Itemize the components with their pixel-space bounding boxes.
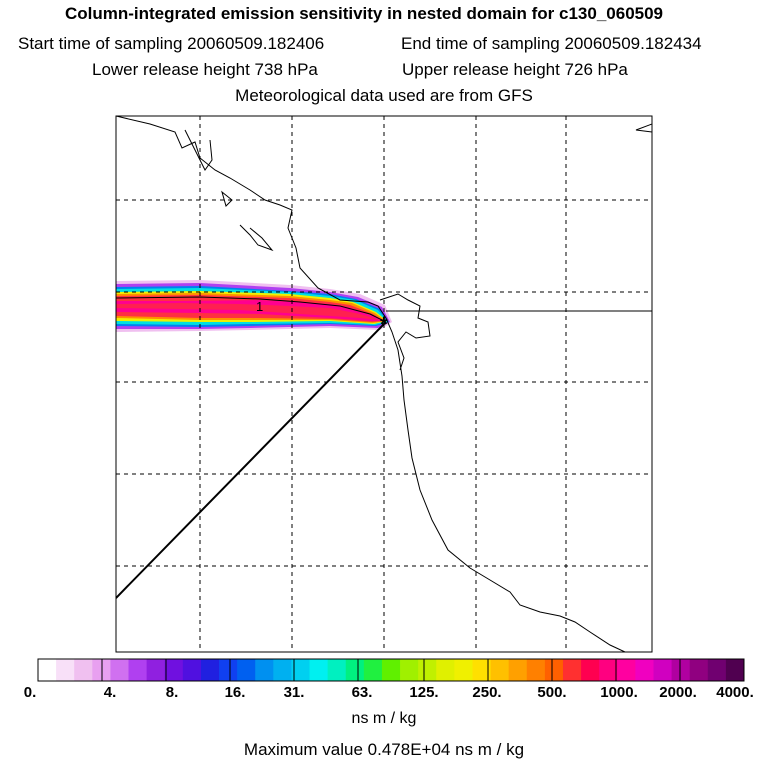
colorbar-tick-label: 8.: [165, 684, 179, 701]
colorbar-cell: [418, 659, 437, 681]
colorbar-cell: [164, 659, 184, 681]
colorbar-tick-label: 16.: [224, 684, 246, 701]
colorbar-cell: [128, 659, 148, 681]
colorbar-cell: [544, 659, 564, 681]
colorbar-cell: [689, 659, 709, 681]
colorbar-cell: [472, 659, 492, 681]
colorbar-cell: [508, 659, 528, 681]
colorbar-cell: [581, 659, 600, 681]
contour-line: [116, 296, 387, 323]
colorbar-tick-label: 31.: [283, 684, 305, 701]
colorbar-cell: [255, 659, 274, 681]
colorbar-tick-label: 250.: [472, 684, 502, 701]
colorbar-cell: [526, 659, 546, 681]
plume-band-core: [116, 303, 380, 320]
colorbar-cell: [38, 659, 57, 681]
contour-label: 1: [256, 299, 263, 314]
colorbar-tick-label: 4.: [103, 684, 117, 701]
colorbar-cell: [381, 659, 401, 681]
release-site-marker: *: [380, 314, 388, 336]
maximum-value: Maximum value 0.478E+04 ns m / kg: [243, 740, 525, 759]
colorbar-tick-label: 125.: [409, 684, 439, 701]
colorbar-tick-label: 1000.: [600, 684, 638, 701]
colorbar-cell: [200, 659, 220, 681]
colorbar-cell: [635, 659, 654, 681]
colorbar-cell: [363, 659, 383, 681]
colorbar: [37, 658, 745, 682]
map-frame: [115, 115, 653, 653]
coastline: [116, 116, 652, 652]
colorbar-cell: [400, 659, 419, 681]
colorbar-cell: [599, 659, 618, 681]
chart-title: Column-integrated emission sensitivity i…: [64, 4, 664, 23]
colorbar-cell: [436, 659, 455, 681]
colorbar-cell: [273, 659, 292, 681]
colorbar-cell: [454, 659, 473, 681]
met-note: Meteorological data used are from GFS: [235, 86, 533, 105]
release-lower: Lower release height 738 hPa: [92, 60, 318, 79]
colorbar-unit: ns m / kg: [351, 710, 417, 727]
release-upper: Upper release height 726 hPa: [402, 60, 628, 79]
colorbar-cell: [345, 659, 365, 681]
colorbar-cell: [327, 659, 347, 681]
colorbar-cell: [74, 659, 93, 681]
map-area: [116, 116, 652, 652]
colorbar-frame: [37, 658, 745, 682]
colorbar-cell: [653, 659, 673, 681]
trajectory-line-west: [116, 321, 387, 599]
colorbar-cell: [707, 659, 727, 681]
colorbar-cell: [219, 659, 238, 681]
graticule: [116, 116, 652, 652]
colorbar-cell: [291, 659, 311, 681]
colorbar-tick-label: 4000.: [716, 684, 754, 701]
colorbar-tick-label: 500.: [537, 684, 567, 701]
sampling-end: End time of sampling 20060509.182434: [401, 34, 702, 53]
colorbar-cell: [146, 659, 166, 681]
colorbar-cell: [671, 659, 691, 681]
colorbar-tick-label: 63.: [351, 684, 373, 701]
colorbar-cell: [725, 659, 745, 681]
sampling-start: Start time of sampling 20060509.182406: [18, 34, 325, 53]
colorbar-tick-label: 2000.: [659, 684, 697, 701]
colorbar-cell: [490, 659, 510, 681]
colorbar-cell: [110, 659, 130, 681]
colorbar-cell: [617, 659, 636, 681]
colorbar-cell: [309, 659, 329, 681]
colorbar-cell: [562, 659, 582, 681]
colorbar-cell: [182, 659, 202, 681]
colorbar-tick-label: 0.: [23, 684, 37, 701]
colorbar-cell: [237, 659, 256, 681]
colorbar-cell: [56, 659, 75, 681]
